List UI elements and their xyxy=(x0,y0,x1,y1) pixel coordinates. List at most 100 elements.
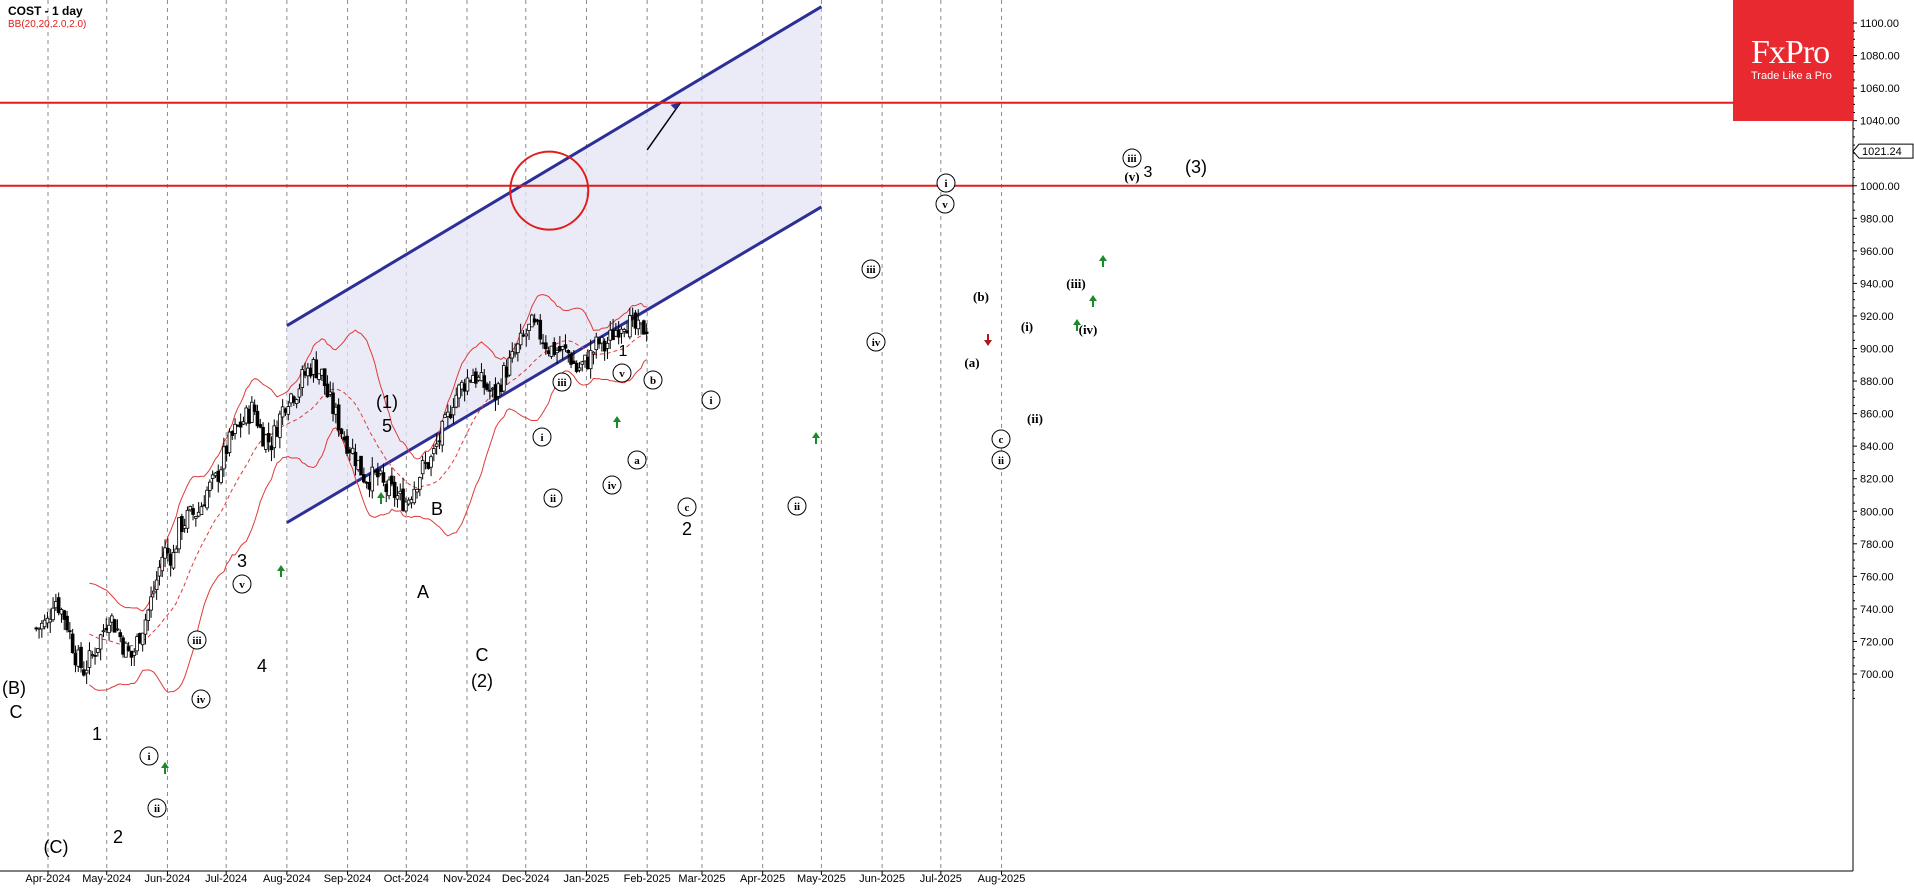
candle-body xyxy=(471,375,475,383)
candle-body xyxy=(373,470,377,473)
candle-body xyxy=(292,396,296,403)
candle-body xyxy=(605,342,610,349)
candle-body xyxy=(345,435,349,454)
candle-body xyxy=(356,459,361,471)
candle-body xyxy=(154,579,159,590)
candle-body xyxy=(457,384,461,399)
candle-body xyxy=(642,320,646,335)
candle-body xyxy=(261,426,265,447)
candle-body xyxy=(90,654,95,656)
candle-body xyxy=(518,332,523,346)
candle-body xyxy=(138,633,142,644)
candle-body xyxy=(247,408,251,424)
wave-circle xyxy=(139,746,159,766)
y-tick-label: 760.00 xyxy=(1860,571,1894,583)
candle-body xyxy=(577,367,582,371)
wave-label-small: (a) xyxy=(964,355,979,370)
candle-body xyxy=(625,330,629,334)
y-tick-label: 720.00 xyxy=(1860,636,1894,648)
logo-brand: FxPro xyxy=(1751,34,1830,71)
y-tick-label: 1080.00 xyxy=(1860,51,1900,63)
candle-body xyxy=(600,336,604,344)
y-tick-label: 840.00 xyxy=(1860,441,1894,453)
candle-body xyxy=(45,617,50,624)
candle-body xyxy=(639,322,643,325)
candle-body xyxy=(443,414,447,418)
wave-label: 5 xyxy=(382,416,392,436)
candle-body xyxy=(300,369,305,388)
bollinger-bands xyxy=(89,294,647,693)
candle-body xyxy=(152,590,156,594)
candle-body xyxy=(40,622,44,630)
wave-circle xyxy=(866,332,886,352)
candle-body xyxy=(51,607,55,621)
wave-circle-label: iv xyxy=(197,694,206,706)
candle-body xyxy=(297,388,302,398)
candle-body xyxy=(241,421,246,425)
wave-circle-label: ii xyxy=(154,803,160,815)
candle-body xyxy=(224,445,229,454)
y-tick-label: 880.00 xyxy=(1860,376,1894,388)
wave-label-small: (iii) xyxy=(1066,276,1086,291)
candle-body xyxy=(294,399,299,405)
wave-label: B xyxy=(431,499,443,519)
candle-body xyxy=(406,499,411,505)
x-tick-label: Apr-2024 xyxy=(25,873,70,885)
wave-circle-label: c xyxy=(685,502,690,514)
wave-circle xyxy=(677,497,697,517)
x-tick-label: Oct-2024 xyxy=(384,873,429,885)
candle-body xyxy=(135,636,139,652)
candle-body xyxy=(485,383,489,390)
x-tick-label: Jun-2024 xyxy=(145,873,191,885)
wave-circle xyxy=(232,574,252,594)
wave-circle-label: a xyxy=(634,455,640,467)
candle-body xyxy=(174,548,179,553)
wave-circle-label: i xyxy=(147,751,150,763)
candle-body xyxy=(630,315,635,318)
y-tick-label: 780.00 xyxy=(1860,539,1894,551)
candle-body xyxy=(82,669,86,676)
candle-body xyxy=(454,394,459,408)
candle-body xyxy=(322,368,327,387)
candle-body xyxy=(222,446,226,470)
x-tick-label: Aug-2024 xyxy=(263,873,311,885)
y-tick-label: 740.00 xyxy=(1860,604,1894,616)
candle-body xyxy=(185,509,190,529)
candle-body xyxy=(320,368,324,376)
indicator-label: BB(20,20,2.0,2.0) xyxy=(8,19,87,30)
candle-body xyxy=(434,443,439,447)
highlight-circle xyxy=(509,150,590,231)
candle-body xyxy=(588,350,593,370)
candle-body xyxy=(591,351,596,355)
candle-body xyxy=(101,630,106,633)
wave-circle xyxy=(701,390,721,410)
wave-circle-label: v xyxy=(942,199,948,211)
candle-body xyxy=(96,648,100,653)
wave-circle xyxy=(1122,148,1142,168)
candle-body xyxy=(348,449,352,453)
candle-body xyxy=(420,460,425,475)
wave-label: (2) xyxy=(471,671,493,691)
y-tick-label: 980.00 xyxy=(1860,213,1894,225)
candle-body xyxy=(549,345,554,357)
candle-body xyxy=(110,615,114,623)
wave-circle-label: iii xyxy=(1127,153,1136,165)
candle-body xyxy=(188,506,193,511)
candle-body xyxy=(177,517,181,550)
candle-body xyxy=(381,472,386,483)
wave-circle-label: iii xyxy=(192,635,201,647)
candle-body xyxy=(611,329,615,341)
candle-body xyxy=(401,488,405,511)
candle-body xyxy=(499,384,503,393)
wave-circle xyxy=(861,259,881,279)
wave-label-small: (ii) xyxy=(1027,411,1043,426)
candle-body xyxy=(412,488,417,504)
candle-body xyxy=(325,383,330,398)
wave-label: 3 xyxy=(1144,164,1153,181)
current-price-box xyxy=(1852,143,1914,159)
candle-body xyxy=(493,384,498,401)
candle-body xyxy=(266,433,271,443)
wave-circle-label: i xyxy=(540,432,543,444)
candle-body xyxy=(182,525,187,529)
